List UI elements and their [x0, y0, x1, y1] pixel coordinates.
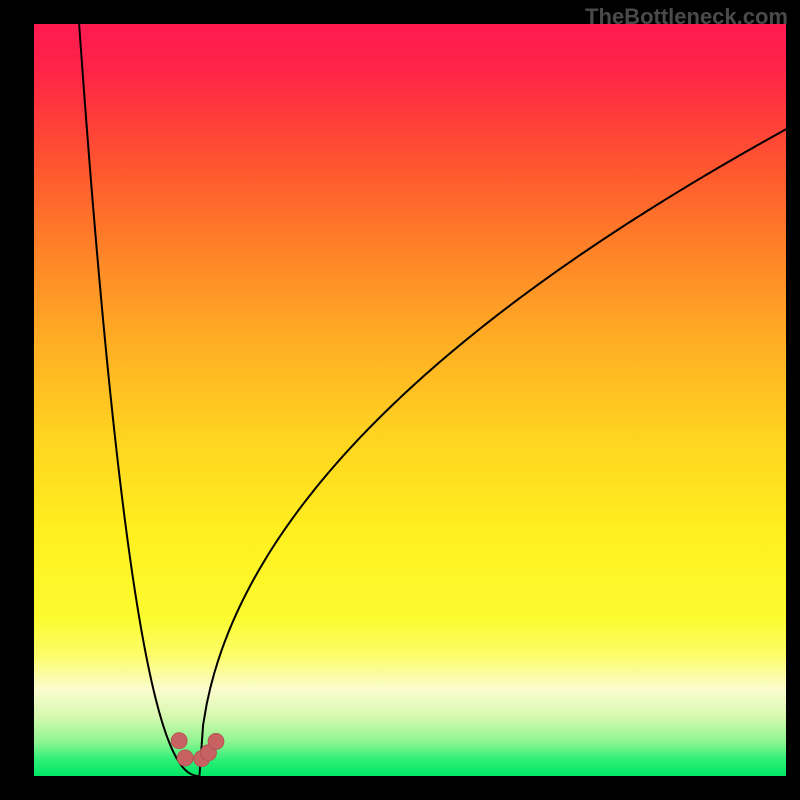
chart-svg: [34, 24, 786, 776]
watermark-text: TheBottleneck.com: [585, 4, 788, 30]
marker-dot: [177, 750, 193, 766]
marker-dot: [171, 733, 187, 749]
outer-frame: TheBottleneck.com: [0, 0, 800, 800]
chart-area: [34, 24, 786, 776]
marker-dot: [208, 733, 224, 749]
